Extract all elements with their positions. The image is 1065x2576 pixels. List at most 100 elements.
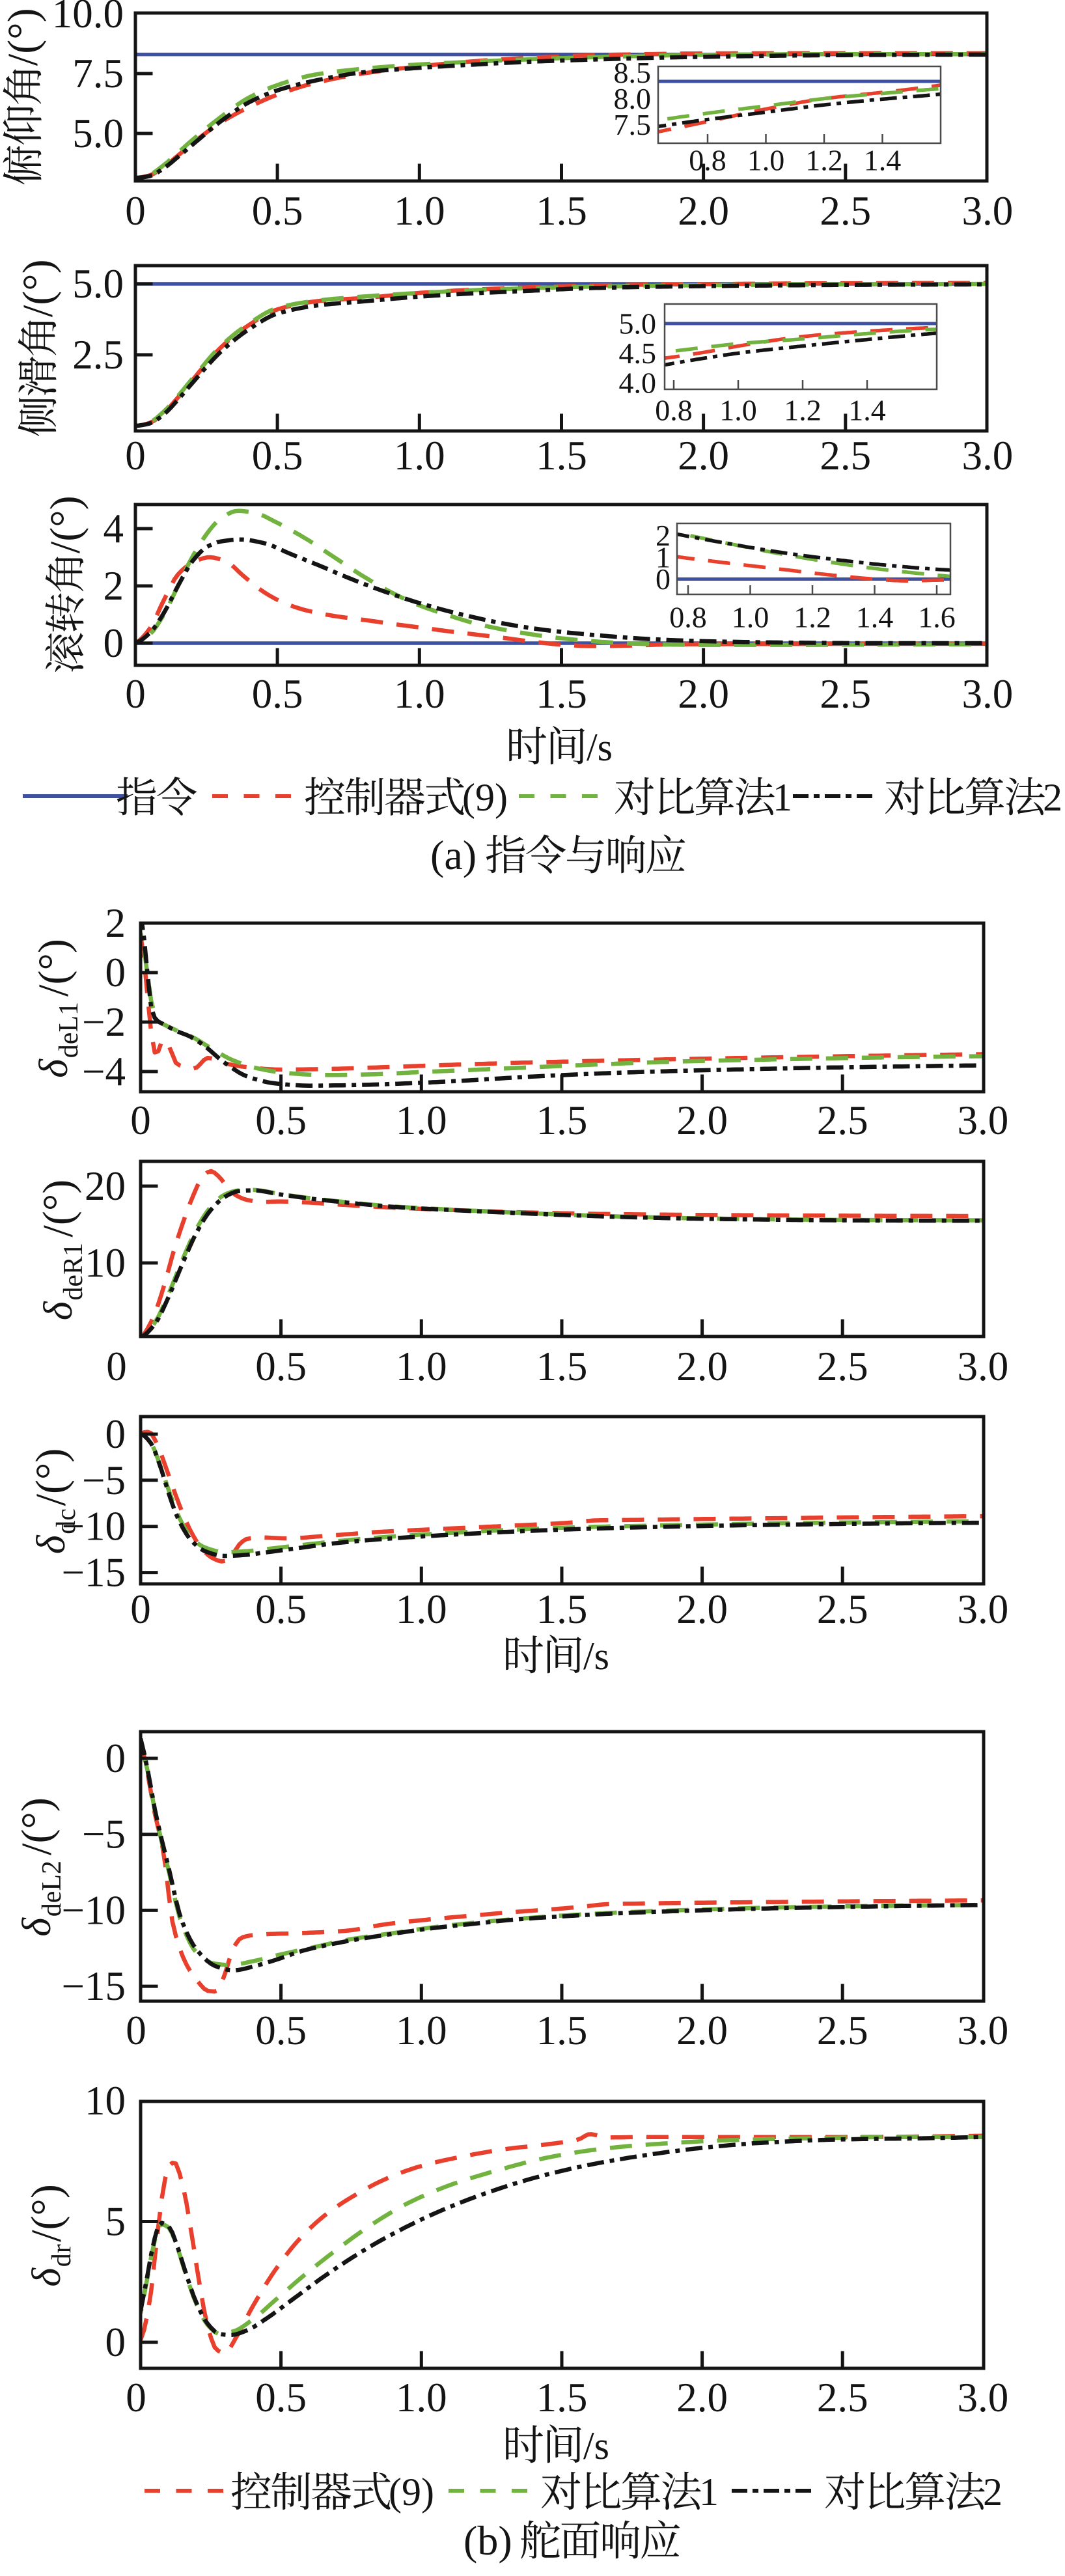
svg-text:3.0: 3.0 (958, 2375, 1009, 2420)
svg-text:1.0: 1.0 (732, 601, 769, 634)
svg-text:3.0: 3.0 (962, 433, 1014, 478)
svg-text:2: 2 (105, 900, 126, 946)
svg-text:4.0: 4.0 (619, 367, 657, 400)
svg-text:−15: −15 (61, 1550, 126, 1596)
svg-text:0.5: 0.5 (255, 2375, 307, 2420)
svg-text:(9): (9) (462, 776, 508, 819)
svg-text:deL1: deL1 (54, 1002, 84, 1058)
svg-text:dr: dr (47, 2244, 77, 2267)
svg-text:1.5: 1.5 (536, 1344, 588, 1389)
svg-text:4: 4 (104, 506, 124, 551)
svg-text:1.0: 1.0 (394, 188, 445, 234)
svg-text:3.0: 3.0 (958, 1098, 1009, 1143)
svg-text:1.4: 1.4 (856, 601, 894, 634)
svg-text:2: 2 (1043, 776, 1062, 819)
svg-text:0: 0 (105, 950, 126, 995)
svg-text:1: 1 (699, 2471, 719, 2514)
svg-text:0.8: 0.8 (655, 394, 693, 427)
svg-text:0: 0 (126, 2375, 146, 2420)
svg-text:10.0: 10.0 (52, 0, 124, 36)
svg-text:8.0: 8.0 (614, 82, 652, 115)
svg-text:0: 0 (104, 620, 124, 666)
svg-text:−15: −15 (61, 1963, 126, 2009)
svg-text:1.5: 1.5 (536, 188, 587, 234)
svg-text:δ: δ (32, 1059, 76, 1078)
svg-text:3.0: 3.0 (958, 1586, 1009, 1632)
svg-text:4.5: 4.5 (619, 337, 657, 370)
svg-text:−2: −2 (82, 999, 126, 1045)
svg-text:0.5: 0.5 (252, 188, 303, 234)
svg-text:3.0: 3.0 (962, 671, 1014, 717)
svg-text:1.0: 1.0 (396, 1586, 447, 1632)
svg-text:δ: δ (15, 1917, 59, 1937)
svg-text:1.0: 1.0 (719, 394, 757, 427)
svg-text:2.5: 2.5 (820, 433, 871, 478)
svg-text:2.0: 2.0 (678, 671, 729, 717)
svg-text:0.8: 0.8 (689, 144, 726, 177)
svg-text:−10: −10 (61, 1887, 126, 1933)
svg-text:−4: −4 (82, 1049, 126, 1094)
svg-text:7.5: 7.5 (614, 108, 652, 141)
svg-text:deR1: deR1 (59, 1243, 89, 1301)
svg-text:/(°): /(°) (42, 495, 89, 553)
svg-text:2.5: 2.5 (817, 1098, 868, 1143)
svg-text:5.0: 5.0 (72, 111, 124, 156)
svg-text:10: 10 (85, 1240, 126, 1286)
svg-text:2.0: 2.0 (676, 1586, 728, 1632)
svg-text:1.5: 1.5 (536, 2375, 588, 2420)
svg-text:1.0: 1.0 (747, 144, 785, 177)
svg-text:0: 0 (130, 1586, 151, 1632)
svg-text:2.5: 2.5 (817, 2008, 868, 2053)
svg-text:1.0: 1.0 (394, 671, 445, 717)
svg-text:2.5: 2.5 (817, 2375, 868, 2420)
svg-text:0: 0 (125, 433, 146, 478)
svg-text:3.0: 3.0 (958, 1344, 1009, 1389)
svg-text:(b): (b) (463, 2517, 512, 2564)
svg-text:0: 0 (125, 188, 146, 234)
svg-text:0.8: 0.8 (669, 601, 707, 634)
svg-text:20: 20 (85, 1163, 126, 1209)
svg-text:2.0: 2.0 (676, 2008, 728, 2053)
svg-text:0: 0 (105, 1411, 126, 1457)
svg-text:δ: δ (25, 2267, 69, 2287)
svg-text:/(°): /(°) (23, 2184, 70, 2242)
svg-text:1.0: 1.0 (394, 433, 445, 478)
svg-text:1.5: 1.5 (536, 671, 587, 717)
svg-text:1.2: 1.2 (794, 601, 831, 634)
svg-text:2.0: 2.0 (676, 1098, 728, 1143)
svg-text:0: 0 (105, 1736, 126, 1781)
svg-text:(a): (a) (430, 832, 477, 878)
svg-text:/s: /s (583, 1635, 609, 1678)
svg-text:0.5: 0.5 (252, 433, 303, 478)
svg-text:/(°): /(°) (30, 939, 77, 997)
svg-text:1.2: 1.2 (784, 394, 822, 427)
svg-text:2.0: 2.0 (676, 2375, 728, 2420)
svg-text:1.4: 1.4 (848, 394, 886, 427)
svg-text:8.5: 8.5 (614, 56, 652, 89)
svg-text:1: 1 (656, 541, 671, 574)
svg-text:0.5: 0.5 (255, 2008, 307, 2053)
svg-text:0.5: 0.5 (255, 1344, 307, 1389)
svg-text:2: 2 (656, 519, 671, 552)
svg-text:/s: /s (583, 2424, 609, 2467)
svg-text:deL2: deL2 (37, 1861, 67, 1917)
svg-text:δ: δ (29, 1534, 74, 1554)
svg-text:0.5: 0.5 (255, 1586, 307, 1632)
svg-text:0: 0 (130, 1098, 151, 1143)
svg-text:10: 10 (85, 2078, 126, 2124)
svg-text:2.5: 2.5 (72, 332, 124, 378)
svg-text:2: 2 (983, 2471, 1003, 2514)
svg-text:1.0: 1.0 (396, 2008, 447, 2053)
svg-text:1: 1 (773, 776, 792, 819)
svg-text:(9): (9) (389, 2471, 434, 2514)
svg-text:0: 0 (125, 671, 146, 717)
svg-text:dc: dc (51, 1508, 81, 1534)
svg-text:2: 2 (104, 563, 124, 609)
svg-text:/(°): /(°) (35, 1180, 82, 1238)
svg-text:/s: /s (587, 726, 613, 769)
svg-text:2.0: 2.0 (676, 1344, 728, 1389)
svg-text:5: 5 (105, 2199, 126, 2245)
svg-text:2.0: 2.0 (678, 433, 729, 478)
svg-text:0: 0 (656, 562, 671, 596)
svg-text:2.0: 2.0 (678, 188, 729, 234)
